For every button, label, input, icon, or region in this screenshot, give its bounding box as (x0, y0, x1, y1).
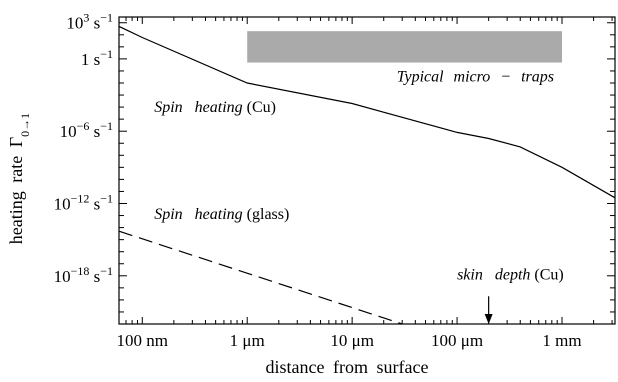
x-tick-label: 10 μm (330, 331, 374, 350)
y-tick-label: 1 s−1 (81, 47, 113, 69)
x-tick-label: 1 μm (230, 331, 265, 350)
series-line-glass (118, 230, 403, 325)
x-tick-label: 1 mm (542, 331, 581, 350)
y-tick-label: 10−6 s−1 (60, 119, 113, 141)
x-tick-label: 100 μm (431, 331, 483, 350)
micro-traps-band (247, 31, 562, 63)
annotation-2: skin depth (Cu) (457, 266, 564, 283)
y-tick-label: 103 s−1 (66, 11, 113, 33)
y-tick-label: 10−18 s−1 (54, 264, 113, 286)
series-line-copper (118, 25, 616, 199)
micro-traps-label: Typical micro − traps (397, 69, 554, 86)
plot-frame (118, 16, 616, 325)
y-tick-label: 10−12 s−1 (54, 191, 113, 213)
x-axis-label: distance from surface (266, 357, 429, 377)
y-axis-label: heating rate Γ0→1 (6, 113, 32, 244)
skin-depth-arrow-head (484, 314, 493, 324)
annotation-1: Spin heating (glass) (154, 206, 289, 223)
x-tick-label: 100 nm (117, 331, 168, 350)
annotation-0: Spin heating (Cu) (154, 99, 276, 116)
